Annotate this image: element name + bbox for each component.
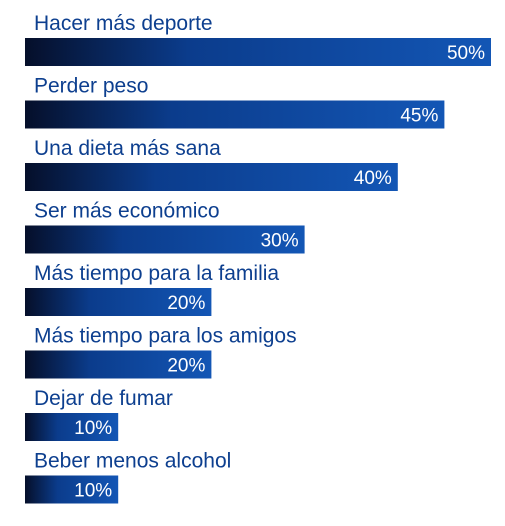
bar bbox=[25, 225, 305, 254]
category-label: Perder peso bbox=[34, 75, 148, 98]
category-label: Ser más económico bbox=[34, 200, 220, 223]
bar bbox=[25, 100, 445, 129]
value-label: 20% bbox=[167, 356, 205, 377]
value-label: 30% bbox=[261, 231, 299, 252]
bar bbox=[25, 350, 212, 379]
value-label: 10% bbox=[74, 418, 112, 439]
category-label: Beber menos alcohol bbox=[34, 450, 231, 473]
value-label: 40% bbox=[354, 168, 392, 189]
value-label: 20% bbox=[167, 293, 205, 314]
bars-layer: Hacer más deporte 50% Perder peso 45% Una di… bbox=[25, 12, 491, 504]
category-label: Dejar de fumar bbox=[34, 387, 173, 410]
bar bbox=[25, 38, 491, 66]
bar bbox=[25, 163, 398, 191]
value-label: 50% bbox=[447, 43, 485, 64]
category-label: Hacer más deporte bbox=[34, 12, 213, 35]
value-label: 10% bbox=[74, 481, 112, 502]
category-label: Más tiempo para la familia bbox=[34, 262, 279, 285]
bar bbox=[25, 288, 212, 316]
category-label: Más tiempo para los amigos bbox=[34, 325, 297, 348]
bar bbox=[25, 413, 119, 441]
bar bbox=[25, 475, 119, 504]
category-label: Una dieta más sana bbox=[34, 137, 221, 160]
value-label: 45% bbox=[400, 106, 438, 127]
